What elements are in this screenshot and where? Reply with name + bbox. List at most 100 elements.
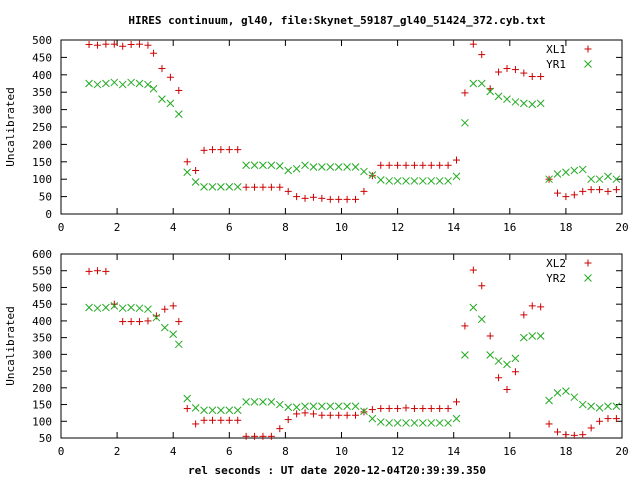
legend-marker <box>584 259 592 267</box>
data-point <box>511 368 519 376</box>
data-point <box>301 194 309 202</box>
data-point <box>579 431 587 439</box>
data-point <box>102 267 110 275</box>
data-point <box>191 404 200 412</box>
data-point <box>119 42 127 50</box>
data-point <box>352 411 360 419</box>
data-point <box>152 312 160 320</box>
data-point <box>394 405 402 413</box>
data-point <box>520 69 528 77</box>
data-point <box>503 385 511 393</box>
data-point <box>251 432 259 440</box>
data-point <box>234 416 242 424</box>
data-point <box>309 410 317 418</box>
data-point <box>208 416 216 424</box>
data-point <box>275 162 284 170</box>
data-point <box>326 163 335 171</box>
y-tick-label: 150 <box>32 156 52 169</box>
data-point <box>326 411 334 419</box>
data-point <box>175 318 183 326</box>
data-point <box>477 79 486 88</box>
data-point <box>469 303 478 312</box>
x-tick-label: 4 <box>170 221 177 234</box>
data-point <box>612 186 620 194</box>
data-point <box>402 404 410 412</box>
data-point <box>135 304 144 313</box>
data-point <box>326 402 335 411</box>
data-point <box>267 161 276 170</box>
data-point <box>217 416 225 424</box>
data-point <box>427 161 435 169</box>
data-point <box>118 80 127 89</box>
data-point <box>93 304 102 313</box>
data-point <box>110 300 118 308</box>
data-point <box>394 161 402 169</box>
data-point <box>343 163 351 171</box>
data-point <box>410 405 418 413</box>
y-tick-label: 500 <box>32 281 52 294</box>
data-point <box>587 424 595 432</box>
data-point <box>427 405 435 413</box>
data-point <box>135 79 144 88</box>
data-point <box>118 304 127 313</box>
data-point <box>596 417 604 425</box>
y-tick-label: 200 <box>32 382 52 395</box>
data-point <box>85 41 93 49</box>
data-point <box>461 118 469 127</box>
data-point <box>119 318 127 326</box>
data-point <box>570 191 578 199</box>
data-point <box>453 156 461 164</box>
data-point <box>208 406 217 415</box>
data-point <box>144 41 152 49</box>
data-point <box>495 374 503 382</box>
x-tick-label: 6 <box>226 221 233 234</box>
data-point <box>511 98 520 106</box>
data-point <box>402 177 410 185</box>
data-point <box>461 351 469 359</box>
data-point <box>284 416 292 424</box>
data-point <box>242 398 250 406</box>
data-point <box>192 167 200 174</box>
data-point <box>520 311 528 319</box>
data-point <box>503 65 511 73</box>
series-YR2 <box>85 302 621 427</box>
data-point <box>251 183 259 191</box>
data-point <box>360 167 368 176</box>
data-point <box>318 163 326 171</box>
data-point <box>136 318 144 326</box>
data-point <box>85 303 93 312</box>
data-point <box>259 432 267 440</box>
data-point <box>528 302 536 310</box>
data-point <box>503 95 511 104</box>
data-point <box>174 340 183 349</box>
data-point <box>110 302 119 310</box>
series-YR1 <box>85 78 621 191</box>
data-point <box>444 405 452 413</box>
data-point <box>183 158 191 166</box>
data-point <box>562 168 570 177</box>
x-tick-label: 4 <box>170 445 177 458</box>
data-point <box>335 411 343 419</box>
data-point <box>160 323 169 332</box>
data-point <box>144 317 152 325</box>
data-point <box>136 40 144 48</box>
legend-label: YR2 <box>546 272 566 285</box>
data-point <box>377 405 385 413</box>
data-point <box>579 187 587 195</box>
data-point <box>127 41 135 49</box>
bottom-scatter-panel: 0 2 4 6 8 10 12 14 16 18 20 50 100 150 200 250 300 350 400… <box>4 248 629 458</box>
data-point <box>596 186 604 194</box>
y-tick-label: 100 <box>32 173 52 186</box>
data-point <box>578 400 587 409</box>
data-point <box>225 183 234 191</box>
data-point <box>553 428 561 436</box>
data-point <box>418 177 427 185</box>
y-tick-label: 250 <box>32 121 52 134</box>
data-point <box>368 414 377 423</box>
data-point <box>301 402 309 411</box>
data-point <box>192 420 200 428</box>
data-point <box>393 419 402 427</box>
data-point <box>360 407 368 416</box>
x-tick-label: 16 <box>503 221 516 234</box>
x-axis-label: rel seconds : UT date 2020-12-04T20:39:3… <box>188 464 486 477</box>
